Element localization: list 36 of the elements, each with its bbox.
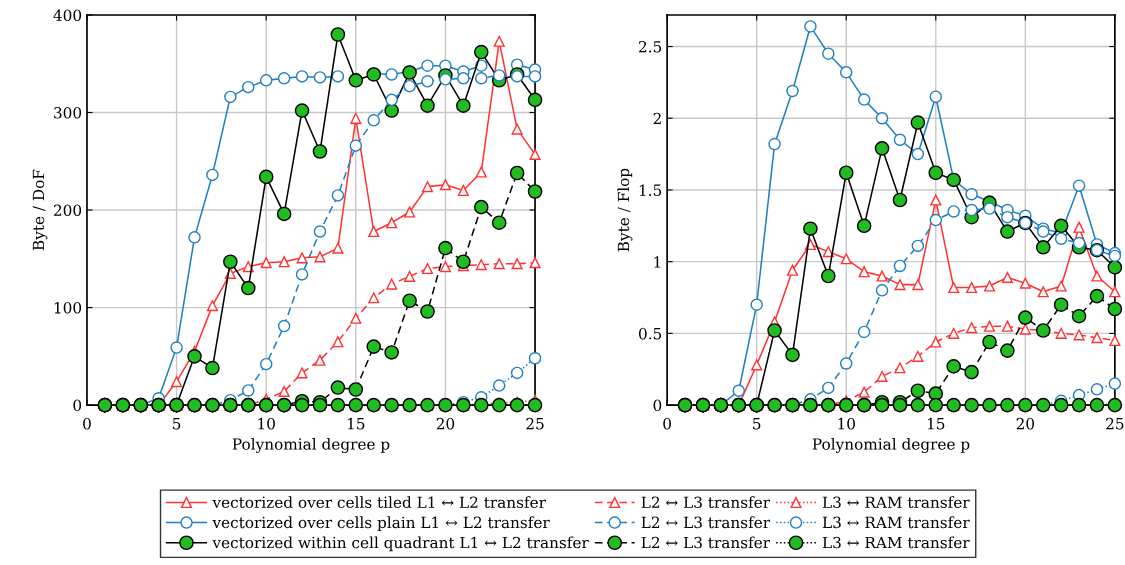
x-tick-label: 20: [436, 417, 455, 430]
y-tick-label: 100: [54, 302, 82, 314]
y-tick-label: 1: [654, 256, 661, 268]
x-tick-label: 15: [347, 417, 365, 430]
legend-label: L2 ↔ L3 transfer: [641, 496, 771, 509]
y-axis-title: Byte / DoF: [32, 169, 48, 251]
x-axis-title: Polynomial degree p: [812, 437, 970, 453]
y-tick-label: 200: [53, 204, 82, 217]
x-axis-title: Polynomial degree p: [232, 437, 390, 453]
x-tick-label: 20: [1016, 417, 1035, 430]
legend-label: vectorized over cells tiled L1 ↔ L2 transfer: [212, 496, 546, 509]
y-tick-label: 400: [53, 9, 82, 21]
legend-label: L3 ↔ RAM transfer: [822, 496, 970, 509]
legend-label: L2 ↔ L3 transfer: [641, 536, 771, 549]
x-tick-label: 10: [258, 417, 275, 430]
y-tick-label: 0: [653, 399, 662, 412]
y-tick-label: 1.5: [639, 184, 662, 196]
legend-label: vectorized within cell quadrant L1 ↔ L2 transfer: [212, 536, 589, 552]
x-tick-label: 5: [753, 418, 761, 430]
legend-label: L3 ↔ RAM transfer: [822, 516, 970, 529]
y-axis-title: Byte / Flop: [617, 168, 633, 252]
legend-label: L2 ↔ L3 transfer: [641, 516, 771, 529]
y-tick-label: 300: [54, 106, 82, 119]
x-tick-label: 10: [838, 417, 855, 430]
y-tick-label: 2: [653, 112, 661, 125]
y-tick-label: 2.5: [639, 40, 662, 53]
x-tick-label: 15: [927, 417, 945, 430]
x-tick-label: 0: [83, 417, 91, 430]
legend-label: L3 ↔ RAM transfer: [822, 536, 970, 549]
legend-label: vectorized over cells plain L1 ↔ L2 transfer: [212, 516, 550, 532]
x-tick-label: 5: [173, 418, 181, 430]
x-tick-label: 25: [526, 417, 544, 430]
y-tick-label: 0.5: [638, 327, 662, 340]
y-tick-label: 0: [73, 399, 82, 412]
x-tick-label: 0: [663, 417, 671, 430]
x-tick-label: 25: [1106, 417, 1124, 430]
